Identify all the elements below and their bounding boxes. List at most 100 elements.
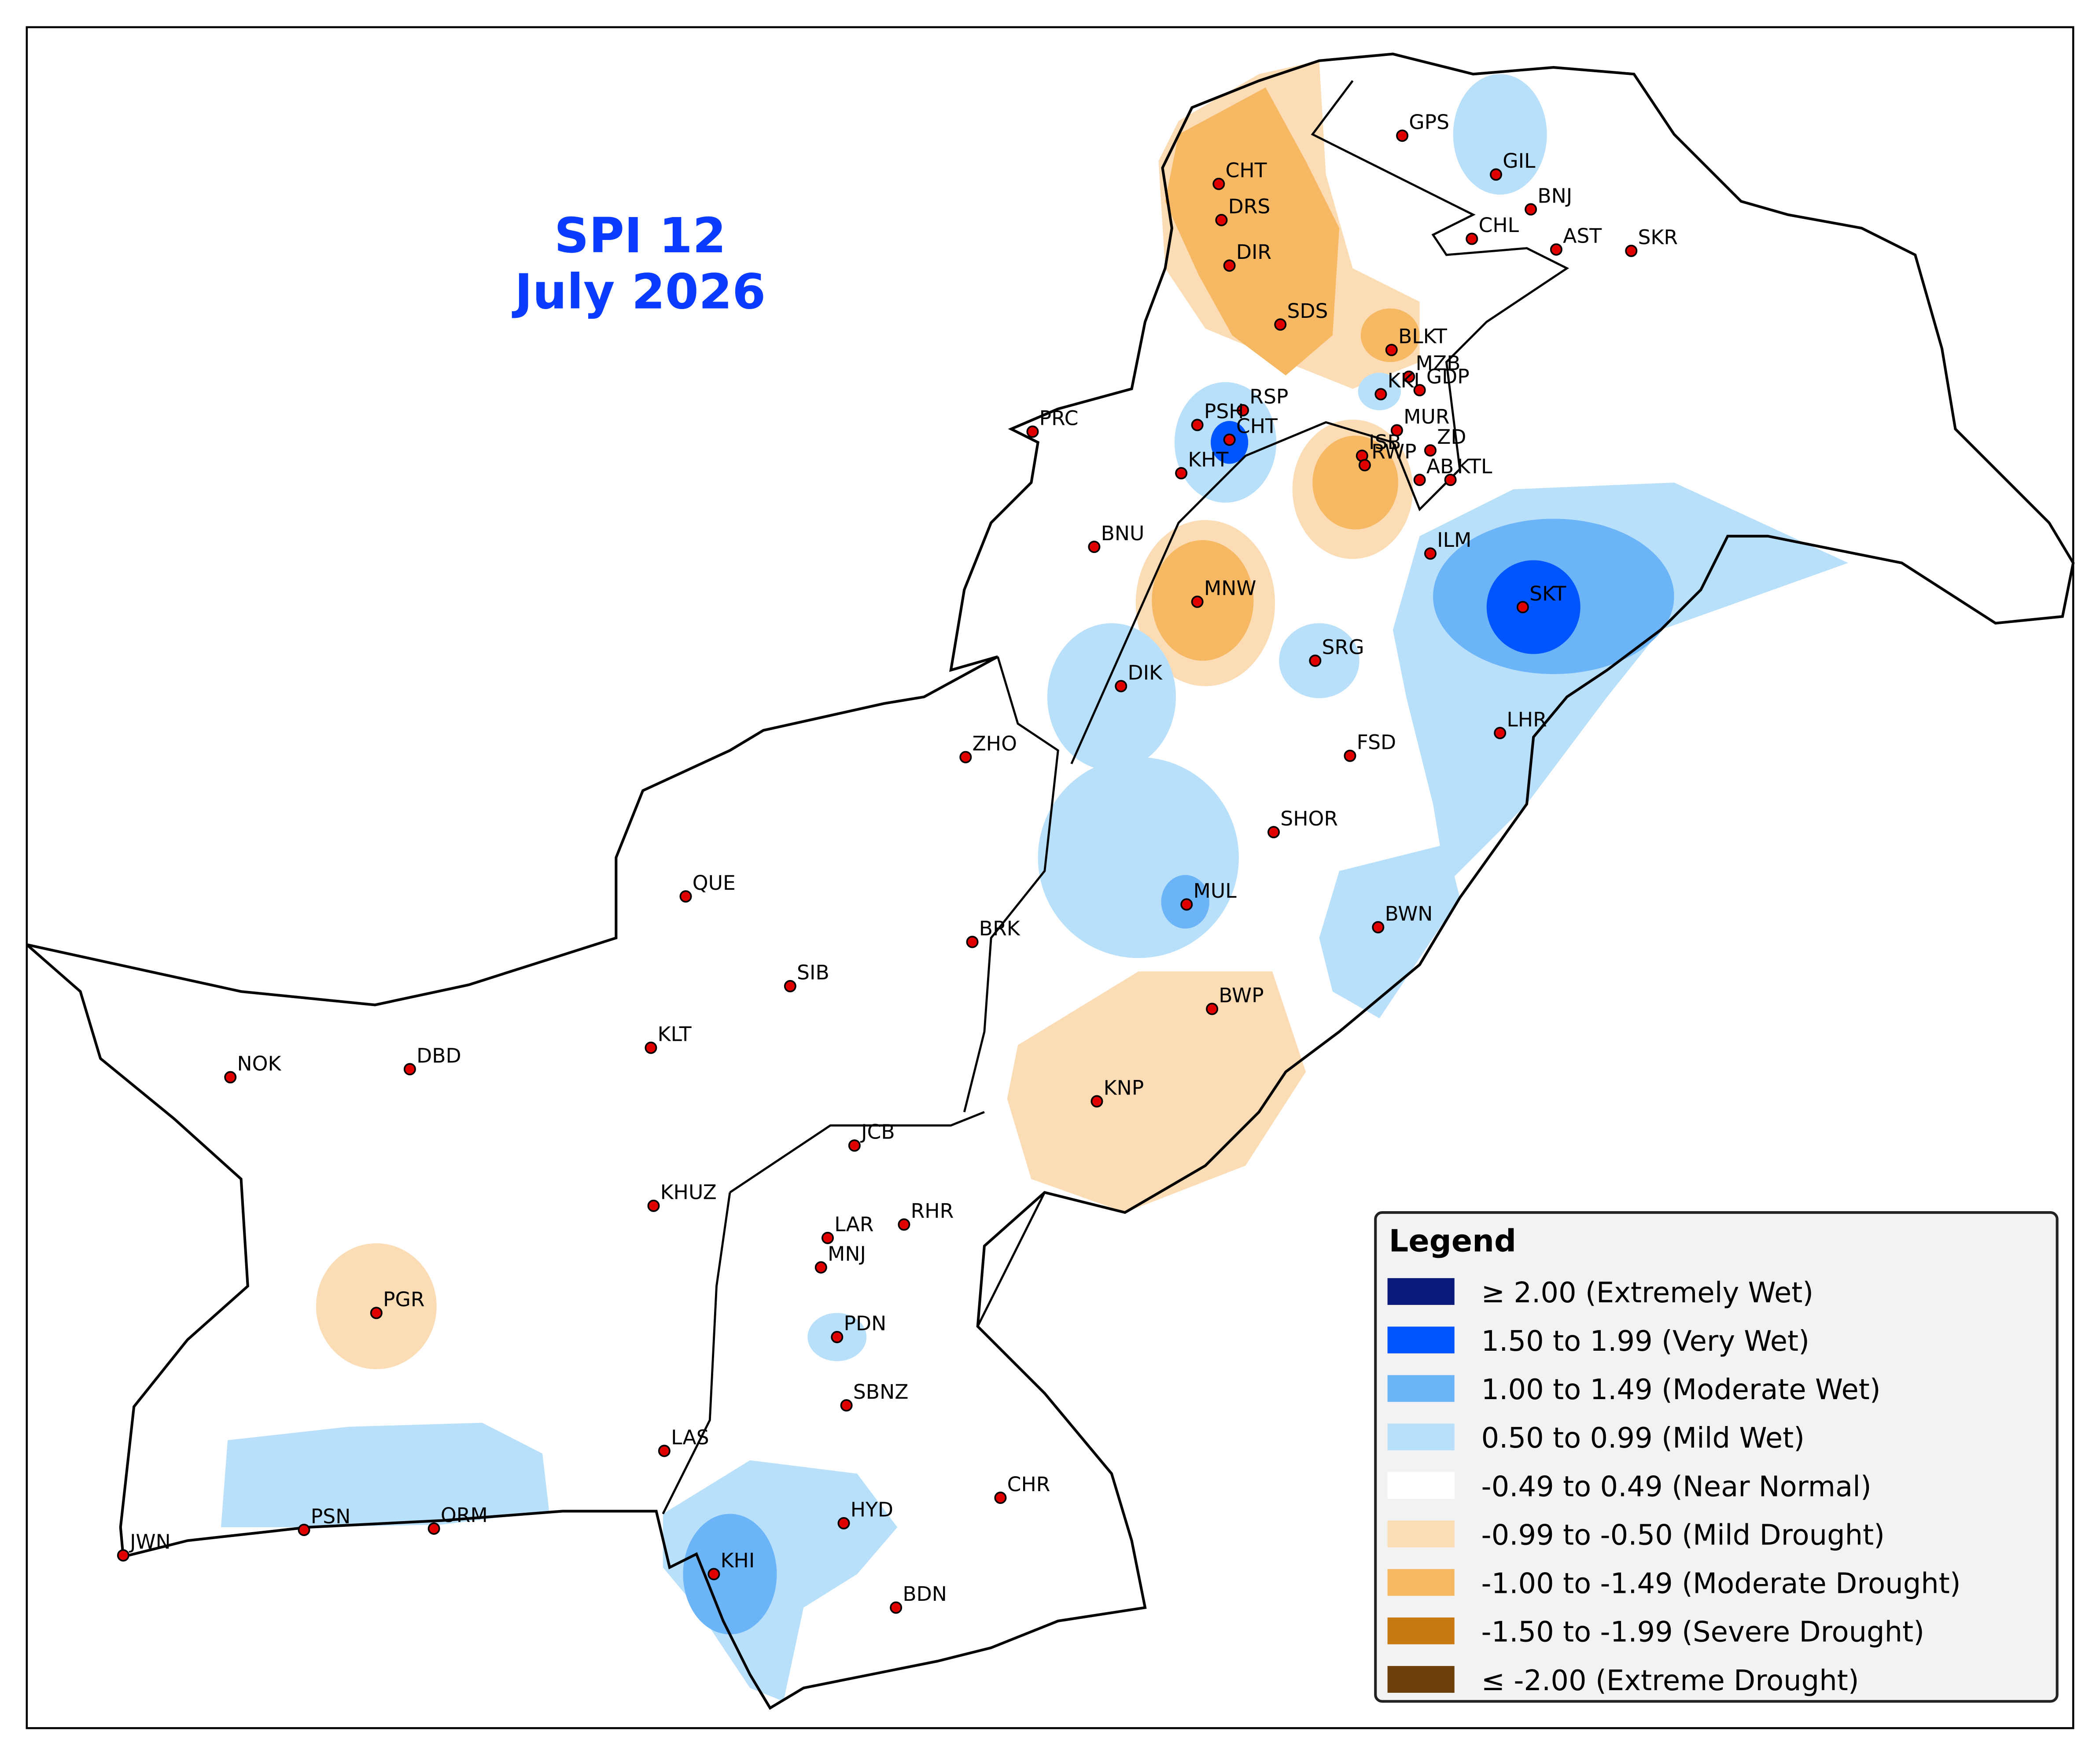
station-label: LAR — [834, 1213, 873, 1236]
legend-swatch — [1387, 1666, 1455, 1693]
station-label: SKT — [1529, 582, 1566, 605]
station-label: PSN — [311, 1505, 351, 1528]
station-marker — [707, 1568, 720, 1581]
legend-label: -1.50 to -1.99 (Severe Drought) — [1481, 1616, 1925, 1649]
station-label: FSD — [1357, 730, 1396, 754]
subtitle: July 2026 — [512, 264, 766, 320]
station-label: KHUZ — [660, 1181, 717, 1204]
legend: Legend ≥ 2.00 (Extremely Wet) 1.50 to 1.9… — [1374, 1211, 2059, 1703]
station-marker — [1206, 1002, 1219, 1015]
station-marker — [1115, 680, 1127, 693]
legend-label: 0.50 to 0.99 (Mild Wet) — [1481, 1422, 1805, 1455]
station-marker — [1372, 921, 1385, 934]
station-marker — [1413, 384, 1426, 397]
station-label: CHT — [1236, 415, 1278, 438]
station-marker — [1424, 547, 1437, 560]
station-label: DIR — [1236, 240, 1271, 264]
station-label: JWN — [129, 1530, 171, 1554]
station-marker — [1466, 232, 1478, 245]
station-marker — [1223, 433, 1236, 446]
legend-swatch — [1387, 1617, 1455, 1644]
legend-swatch — [1387, 1375, 1455, 1402]
legend-label: -1.00 to -1.49 (Moderate Drought) — [1481, 1568, 1961, 1600]
station-marker — [831, 1330, 844, 1343]
legend-swatch — [1387, 1278, 1455, 1305]
station-marker — [1191, 419, 1204, 431]
station-marker — [1374, 388, 1387, 401]
station-label: BNU — [1101, 522, 1145, 545]
station-marker — [645, 1041, 657, 1054]
station-label: RHR — [911, 1199, 954, 1223]
station-marker — [647, 1199, 660, 1212]
station-label: DRS — [1228, 195, 1271, 218]
station-label: KTL — [1457, 455, 1492, 478]
station-label: SKR — [1638, 226, 1678, 249]
legend-swatch — [1387, 1472, 1455, 1499]
station-label: HYD — [851, 1498, 893, 1522]
station-label: AST — [1563, 225, 1602, 248]
station-marker — [1390, 424, 1403, 437]
station-label: GDP — [1426, 365, 1470, 388]
station-label: MUR — [1404, 405, 1449, 428]
station-marker — [1424, 444, 1437, 457]
station-label: GPS — [1409, 111, 1449, 134]
station-marker — [1358, 459, 1371, 472]
station-label: LAS — [671, 1426, 709, 1449]
station-label: GIL — [1503, 149, 1536, 173]
legend-label: -0.99 to -0.50 (Mild Drought) — [1481, 1519, 1885, 1551]
station-label: QUE — [693, 871, 736, 895]
station-marker — [898, 1218, 910, 1231]
station-marker — [848, 1139, 861, 1152]
legend-box — [1374, 1211, 2059, 1703]
province-borders — [662, 80, 1569, 1514]
legend-label: 1.00 to 1.49 (Moderate Wet) — [1481, 1374, 1881, 1406]
station-marker — [966, 936, 979, 948]
station-label: BWN — [1385, 902, 1433, 925]
station-label: RWP — [1371, 440, 1416, 463]
station-marker — [1490, 168, 1503, 181]
legend-swatch — [1387, 1423, 1455, 1451]
legend-swatch — [1387, 1327, 1455, 1354]
station-label: BWP — [1219, 984, 1264, 1007]
station-marker — [1274, 318, 1287, 331]
station-marker — [890, 1601, 903, 1614]
station-label: PRC — [1039, 406, 1079, 430]
station-marker — [403, 1063, 416, 1076]
station-label: BDN — [903, 1582, 947, 1606]
station-label: PDN — [844, 1312, 887, 1335]
station-marker — [822, 1231, 834, 1244]
station-label: CHL — [1478, 214, 1519, 237]
station-marker — [1215, 214, 1228, 226]
legend-label: -0.49 to 0.49 (Near Normal) — [1481, 1470, 1872, 1503]
station-marker — [1385, 343, 1398, 356]
station-label: DBD — [416, 1044, 461, 1067]
station-label: ORM — [441, 1503, 488, 1527]
station-label: KLT — [658, 1023, 692, 1046]
station-marker — [224, 1071, 237, 1083]
station-marker — [1494, 726, 1507, 739]
station-marker — [298, 1524, 310, 1537]
station-label: CHR — [1007, 1473, 1050, 1496]
station-label: ILM — [1437, 528, 1471, 552]
station-marker — [1026, 425, 1039, 438]
station-marker — [1088, 541, 1101, 553]
station-label: CHT — [1226, 159, 1267, 182]
station-marker — [370, 1307, 383, 1319]
station-marker — [1403, 370, 1415, 383]
station-label: SBNZ — [853, 1380, 909, 1404]
frame — [26, 26, 2074, 1729]
station-label: DIK — [1127, 661, 1163, 684]
station-label: JCB — [860, 1120, 895, 1144]
legend-swatch — [1387, 1569, 1455, 1596]
station-label: KNP — [1104, 1076, 1144, 1099]
station-marker — [1091, 1095, 1103, 1108]
legend-label: ≤ -2.00 (Extreme Drought) — [1481, 1665, 1859, 1697]
station-marker — [959, 751, 972, 763]
station-label: ISB — [1369, 431, 1401, 454]
station-label: MZB — [1415, 352, 1460, 375]
station-marker — [784, 980, 796, 992]
station-label: SIB — [797, 961, 829, 984]
